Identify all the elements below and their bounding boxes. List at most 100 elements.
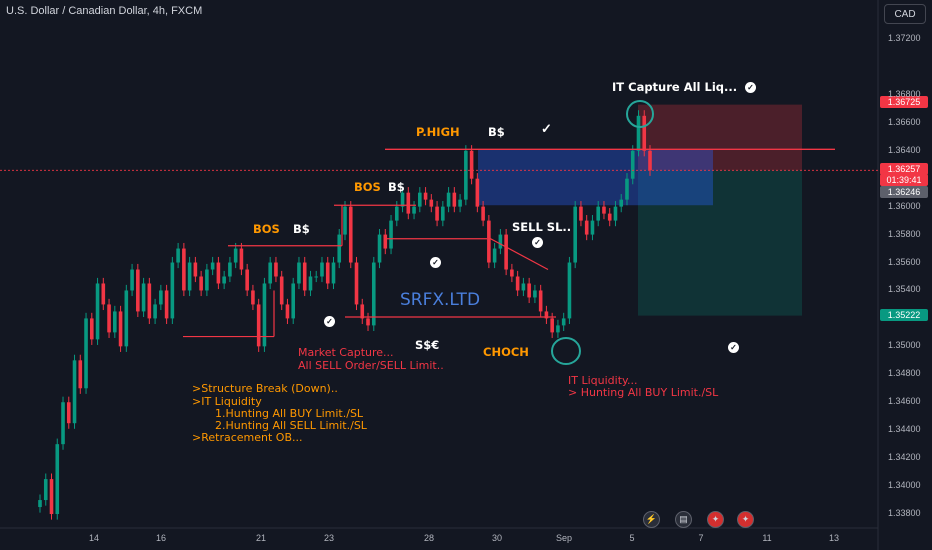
note-line-1: >Structure Break (Down).. [192,382,338,395]
candle-body [435,206,439,221]
candle-body [613,206,618,221]
candle-body [187,262,192,291]
y-tick-label: 1.34000 [888,480,921,491]
it-liquidity-line2: > Hunting All BUY Limit./SL [568,386,719,399]
y-tick-label: 1.37200 [888,32,921,43]
candle-body [222,276,226,284]
candle-body [320,262,324,277]
price-label-entry: 1.36246 [880,186,928,198]
candle-body [636,115,641,151]
candle-body [251,290,255,305]
candle-body [469,150,474,179]
candle-body [567,262,572,319]
x-tick-label: 28 [423,533,435,543]
candle-body [279,276,284,305]
candle-body [325,262,330,284]
candle-body [210,262,215,270]
symbol-title[interactable]: U.S. Dollar / Canadian Dollar, 4h, FXCM [6,5,203,17]
candle-body [561,318,566,326]
candle-body [389,220,393,249]
y-tick-label: 1.34800 [888,368,921,379]
candle-body [66,402,71,424]
candle-body [452,192,457,207]
note-line-3: 1.Hunting All BUY Limit./SL [215,407,364,420]
stop-zone [638,104,802,171]
x-tick-label: 13 [828,533,840,543]
us-flag-icon[interactable]: ▤ [675,511,692,528]
candle-body [118,311,123,347]
liquidity-circle-low [551,337,581,365]
candle-body [481,206,485,221]
candle-body [285,304,290,319]
candle-body [521,283,526,291]
candle-body [487,220,491,263]
candle-body [164,290,169,319]
candle-body [141,283,146,312]
candle-body [538,290,543,312]
candle-body [314,276,319,278]
note-line-2: >IT Liquidity [192,395,262,408]
y-tick-label: 1.34400 [888,424,921,435]
liquidity-circle-high [626,100,654,128]
y-tick-label: 1.35800 [888,228,921,239]
candle-body [38,500,42,508]
candle-body [159,290,163,305]
canada-flag-icon[interactable]: ✦ [707,511,724,528]
price-label-current: 1.36257 [880,163,928,175]
bos-label-1: BOS [253,222,280,236]
candle-body [262,283,267,347]
checkmark-icon: ✓ [541,121,552,136]
candle-body [274,262,278,277]
candle-body [84,318,88,389]
candle-body [55,444,60,515]
y-tick-label: 1.36400 [888,144,921,155]
candle-body [423,192,428,200]
x-tick-label: 14 [88,533,100,543]
x-tick-label: 7 [698,533,704,543]
x-tick-label: 11 [762,533,772,543]
candle-body [515,276,520,291]
candle-body [136,269,140,312]
it-liquidity-line1: IT Liquidity... [568,374,638,387]
candle-body [193,262,198,277]
bs-label-1: B$ [293,222,310,236]
check-circle-icon: ✓ [430,257,441,268]
candle-body [418,192,422,207]
candle-body [61,402,65,445]
note-line-4: 2.Hunting All SELL Limit./SL [215,419,367,432]
candle-body [556,325,560,333]
candle-body [268,262,272,284]
y-tick-label: 1.34600 [888,396,921,407]
candle-body [642,115,647,151]
candle-body [383,234,388,249]
candle-body [584,220,589,235]
candle-body [331,262,336,284]
sell-sl-label: SELL SL.. [512,220,572,234]
candle-body [147,283,152,319]
candle-body [170,262,175,319]
candle-body [590,220,595,235]
candle-body [153,304,157,319]
candle-body [630,150,635,179]
canada-flag-icon[interactable]: ✦ [737,511,754,528]
candle-body [43,479,48,501]
candle-body [308,276,313,291]
candle-body [648,150,652,171]
it-capture-label: IT Capture All Liq... [612,80,738,94]
lightning-icon[interactable]: ⚡ [643,511,660,528]
candle-body [544,311,549,319]
candle-body [510,269,514,277]
currency-button[interactable]: CAD [884,4,926,24]
x-tick-label: 16 [155,533,167,543]
candle-body [475,178,480,207]
candle-body [446,192,451,207]
candle-body [256,304,261,347]
candle-body [360,304,365,319]
candle-body [124,290,129,347]
candle-body [354,262,359,305]
candle-body [377,234,382,263]
candle-body [101,283,106,305]
price-label-target: 1.35222 [880,309,928,321]
candle-body [579,206,583,221]
